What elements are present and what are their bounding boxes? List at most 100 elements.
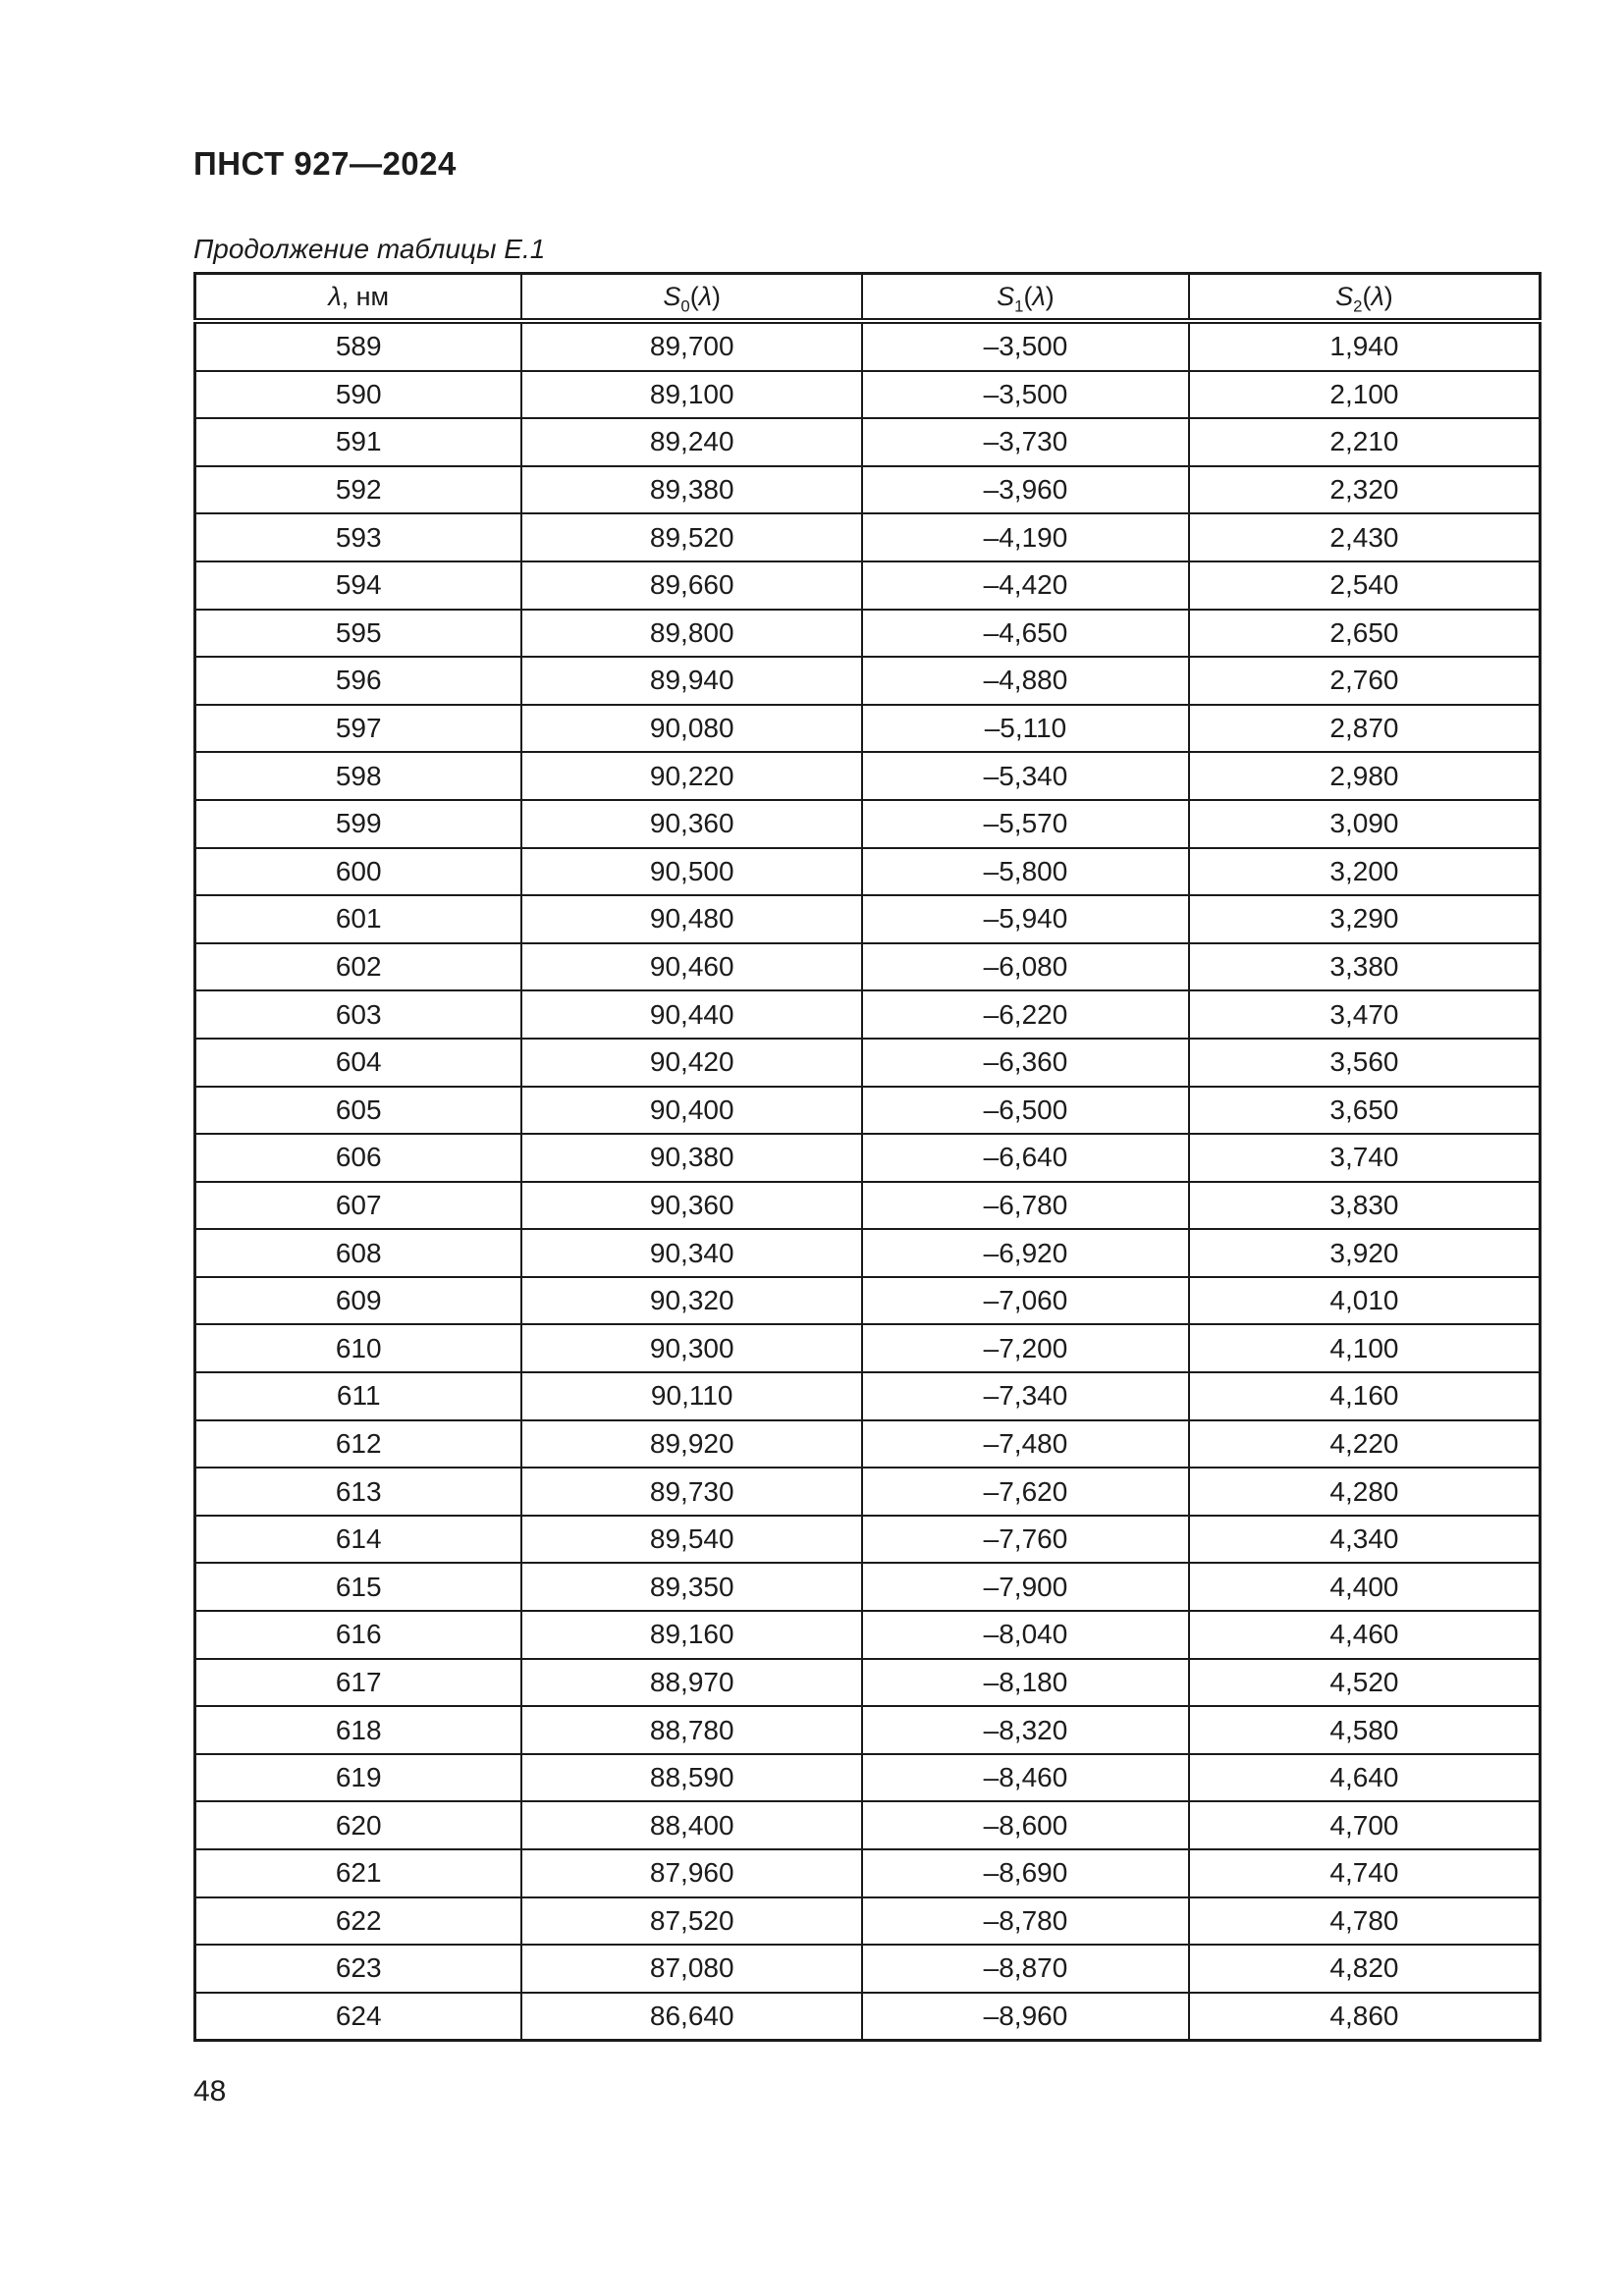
table-cell: 90,220 bbox=[520, 751, 864, 801]
table-cell: 597 bbox=[193, 703, 523, 754]
table-row: 600 90,500 –5,800 3,200 bbox=[193, 846, 1542, 897]
table-cell: –7,620 bbox=[861, 1467, 1190, 1517]
table-cell: –3,960 bbox=[861, 464, 1190, 515]
table-cell: –5,110 bbox=[861, 703, 1190, 754]
table-row: 622 87,520 –8,780 4,780 bbox=[193, 1896, 1542, 1947]
table-row: 594 89,660 –4,420 2,540 bbox=[193, 560, 1542, 611]
table-row: 591 89,240 –3,730 2,210 bbox=[193, 417, 1542, 467]
table-cell: 3,740 bbox=[1187, 1133, 1542, 1183]
table-cell: 4,400 bbox=[1187, 1562, 1542, 1613]
document-title: ПНСТ 927—2024 bbox=[193, 145, 457, 182]
table-cell: 89,240 bbox=[520, 417, 864, 467]
table-cell: 594 bbox=[193, 560, 523, 611]
table-cell: 593 bbox=[193, 512, 523, 562]
table-cell: –4,420 bbox=[861, 560, 1190, 611]
table-cell: 3,830 bbox=[1187, 1180, 1542, 1231]
table-cell: 609 bbox=[193, 1275, 523, 1326]
table-cell: –8,180 bbox=[861, 1657, 1190, 1708]
table-cell: 88,970 bbox=[520, 1657, 864, 1708]
table-row: 605 90,400 –6,500 3,650 bbox=[193, 1085, 1542, 1136]
spectral-data-table: λ, нм S0(λ) S1(λ) S2(λ) 589 89,700 –3,500 1,94… bbox=[193, 272, 1542, 2043]
column-header-1: λ, нм bbox=[193, 272, 523, 324]
table-cell: –8,960 bbox=[861, 1991, 1190, 2042]
table-cell: 87,960 bbox=[520, 1848, 864, 1898]
table-cell: 90,300 bbox=[520, 1323, 864, 1374]
table-cell: 2,760 bbox=[1187, 656, 1542, 706]
table-row: 617 88,970 –8,180 4,520 bbox=[193, 1657, 1542, 1708]
table-cell: 606 bbox=[193, 1133, 523, 1183]
table-cell: –8,600 bbox=[861, 1800, 1190, 1850]
table-row: 615 89,350 –7,900 4,400 bbox=[193, 1562, 1542, 1613]
table-cell: –6,780 bbox=[861, 1180, 1190, 1231]
table-cell: –6,500 bbox=[861, 1085, 1190, 1136]
table-row: 619 88,590 –8,460 4,640 bbox=[193, 1752, 1542, 1803]
table-cell: 607 bbox=[193, 1180, 523, 1231]
table-cell: 4,820 bbox=[1187, 1944, 1542, 1994]
table-cell: 592 bbox=[193, 464, 523, 515]
table-cell: 601 bbox=[193, 894, 523, 944]
table-row: 609 90,320 –7,060 4,010 bbox=[193, 1275, 1542, 1326]
table-cell: –4,880 bbox=[861, 656, 1190, 706]
table-cell: 89,100 bbox=[520, 369, 864, 420]
table-header-row: λ, нм S0(λ) S1(λ) S2(λ) bbox=[193, 272, 1542, 324]
table-cell: –8,460 bbox=[861, 1752, 1190, 1803]
table-cell: 90,360 bbox=[520, 798, 864, 849]
table-cell: –5,940 bbox=[861, 894, 1190, 944]
table-cell: –7,480 bbox=[861, 1418, 1190, 1469]
table-cell: 89,800 bbox=[520, 608, 864, 659]
table-cell: 3,090 bbox=[1187, 798, 1542, 849]
table-row: 599 90,360 –5,570 3,090 bbox=[193, 798, 1542, 849]
table-cell: 605 bbox=[193, 1085, 523, 1136]
table-row: 604 90,420 –6,360 3,560 bbox=[193, 1037, 1542, 1088]
table-cell: –6,360 bbox=[861, 1037, 1190, 1088]
table-cell: 610 bbox=[193, 1323, 523, 1374]
table-cell: 89,160 bbox=[520, 1610, 864, 1660]
table-row: 597 90,080 –5,110 2,870 bbox=[193, 703, 1542, 754]
table-cell: –3,730 bbox=[861, 417, 1190, 467]
table-cell: 590 bbox=[193, 369, 523, 420]
column-header-3: S1(λ) bbox=[861, 272, 1190, 324]
table-cell: 595 bbox=[193, 608, 523, 659]
table-cell: 622 bbox=[193, 1896, 523, 1947]
table-cell: 4,340 bbox=[1187, 1514, 1542, 1565]
table-row: 608 90,340 –6,920 3,920 bbox=[193, 1228, 1542, 1278]
table-cell: 4,010 bbox=[1187, 1275, 1542, 1326]
table-cell: –7,760 bbox=[861, 1514, 1190, 1565]
table-cell: 87,080 bbox=[520, 1944, 864, 1994]
table-cell: –5,570 bbox=[861, 798, 1190, 849]
table-cell: 88,400 bbox=[520, 1800, 864, 1850]
table-cell: –4,650 bbox=[861, 608, 1190, 659]
table-row: 611 90,110 –7,340 4,160 bbox=[193, 1371, 1542, 1421]
table-cell: 598 bbox=[193, 751, 523, 801]
table-cell: 3,920 bbox=[1187, 1228, 1542, 1278]
table-cell: 89,700 bbox=[520, 320, 864, 372]
table-row: 596 89,940 –4,880 2,760 bbox=[193, 656, 1542, 706]
column-header-4: S2(λ) bbox=[1187, 272, 1542, 324]
table-cell: 604 bbox=[193, 1037, 523, 1088]
table-cell: 589 bbox=[193, 320, 523, 372]
table-cell: 4,580 bbox=[1187, 1705, 1542, 1755]
table-cell: 89,380 bbox=[520, 464, 864, 515]
table-row: 624 86,640 –8,960 4,860 bbox=[193, 1991, 1542, 2042]
table-row: 623 87,080 –8,870 4,820 bbox=[193, 1944, 1542, 1994]
table-cell: –8,040 bbox=[861, 1610, 1190, 1660]
column-header-2: S0(λ) bbox=[520, 272, 864, 324]
table-cell: 1,940 bbox=[1187, 320, 1542, 372]
table-cell: –6,640 bbox=[861, 1133, 1190, 1183]
table-cell: 4,100 bbox=[1187, 1323, 1542, 1374]
table-cell: 612 bbox=[193, 1418, 523, 1469]
table-cell: 4,160 bbox=[1187, 1371, 1542, 1421]
table-cell: –6,220 bbox=[861, 989, 1190, 1040]
table-cell: 2,980 bbox=[1187, 751, 1542, 801]
table-cell: 3,470 bbox=[1187, 989, 1542, 1040]
table-cell: 3,200 bbox=[1187, 846, 1542, 897]
table-cell: 90,420 bbox=[520, 1037, 864, 1088]
table-cell: –3,500 bbox=[861, 320, 1190, 372]
table-cell: 624 bbox=[193, 1991, 523, 2042]
table-cell: 89,660 bbox=[520, 560, 864, 611]
table-cell: 613 bbox=[193, 1467, 523, 1517]
table-cell: 620 bbox=[193, 1800, 523, 1850]
table-cell: 616 bbox=[193, 1610, 523, 1660]
table-cell: –8,870 bbox=[861, 1944, 1190, 1994]
table-cell: 90,110 bbox=[520, 1371, 864, 1421]
